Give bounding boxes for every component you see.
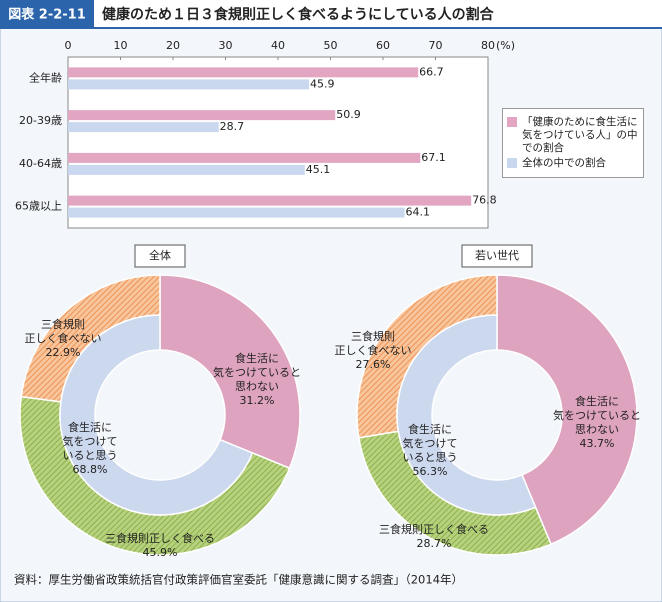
donut-segment bbox=[496, 274, 638, 546]
x-unit: (%) bbox=[496, 39, 515, 52]
segment-label: 気をつけていると bbox=[213, 365, 301, 379]
segment-label: 思わない bbox=[575, 423, 619, 436]
segment-label: 三食規則 bbox=[351, 329, 395, 343]
segment-label: 正しく食べない bbox=[25, 331, 102, 345]
x-tick-label: 60 bbox=[376, 39, 390, 52]
donut-title-box bbox=[461, 244, 533, 268]
x-tick-label: 0 bbox=[65, 39, 72, 52]
segment-value-label: 22.9% bbox=[46, 346, 81, 359]
donut-segment bbox=[159, 274, 301, 470]
category-label: 40-64歳 bbox=[19, 157, 62, 170]
segment-value-label: 56.3% bbox=[413, 465, 448, 478]
header-tag-bg bbox=[0, 0, 94, 28]
bar bbox=[68, 122, 219, 133]
legend-item: 全体の中での割合 bbox=[507, 157, 639, 170]
segment-label: 食生活に bbox=[235, 351, 279, 365]
value-label: 76.8 bbox=[472, 194, 497, 207]
segment-label: 三食規則正しく食べる bbox=[105, 531, 215, 545]
legend-swatch bbox=[507, 158, 517, 168]
category-label: 65歳以上 bbox=[15, 200, 62, 213]
x-tick-label: 80 bbox=[481, 39, 495, 52]
segment-label: 正しく食べない bbox=[335, 343, 412, 357]
segment-label: 思わない bbox=[235, 380, 279, 393]
segment-label: いると思う bbox=[63, 449, 118, 462]
donut-title-box bbox=[134, 244, 186, 268]
legend-label: 全体の中での割合 bbox=[522, 157, 606, 169]
donut-segment bbox=[59, 314, 254, 516]
value-label: 50.9 bbox=[336, 108, 361, 121]
legend-swatch bbox=[507, 117, 517, 127]
bar bbox=[68, 67, 419, 78]
bar bbox=[68, 195, 472, 206]
segment-label: 気をつけて bbox=[403, 436, 458, 450]
segment-label: 三食規則 bbox=[41, 317, 85, 331]
segment-value-label: 45.9% bbox=[143, 546, 178, 559]
segment-label: 気をつけて bbox=[63, 434, 118, 448]
source: 資料：厚生労働省政策統括官付政策評価官室委託「健康意識に関する調査」（2014年… bbox=[14, 573, 463, 587]
bar bbox=[68, 79, 309, 90]
header-tag: 図表 2-2-11 bbox=[8, 7, 86, 23]
donut-segment bbox=[396, 314, 537, 516]
bar bbox=[68, 152, 421, 163]
segment-value-label: 31.2% bbox=[240, 394, 275, 407]
x-tick-label: 40 bbox=[271, 39, 285, 52]
segment-value-label: 28.7% bbox=[417, 537, 452, 550]
value-label: 45.9 bbox=[310, 77, 335, 90]
value-label: 45.1 bbox=[306, 163, 331, 176]
bar bbox=[68, 207, 405, 218]
segment-value-label: 68.8% bbox=[73, 463, 108, 476]
donut-title: 若い世代 bbox=[475, 249, 519, 262]
value-label: 67.1 bbox=[421, 151, 446, 164]
segment-label: 食生活に bbox=[68, 420, 112, 434]
x-tick-label: 50 bbox=[324, 39, 338, 52]
value-label: 66.7 bbox=[419, 65, 444, 78]
legend: 「健康のために食生活に気をつけている人」の中での割合全体の中での割合 bbox=[502, 108, 644, 178]
legend-label: 「健康のために食生活に気をつけている人」の中での割合 bbox=[522, 116, 638, 154]
segment-label: 食生活に bbox=[575, 394, 619, 408]
category-label: 20-39歳 bbox=[19, 114, 62, 127]
value-label: 28.7 bbox=[220, 120, 245, 133]
segment-label: いると思う bbox=[403, 451, 458, 464]
segment-label: 気をつけていると bbox=[553, 408, 641, 422]
value-label: 64.1 bbox=[406, 206, 431, 219]
x-tick-label: 30 bbox=[219, 39, 233, 52]
header-title: 健康のため１日３食規則正しく食べるようにしている人の割合 bbox=[102, 6, 495, 23]
segment-value-label: 43.7% bbox=[580, 437, 615, 450]
bar bbox=[68, 164, 305, 175]
x-tick-label: 10 bbox=[114, 39, 128, 52]
x-tick-label: 20 bbox=[166, 39, 180, 52]
donut-title: 全体 bbox=[149, 248, 171, 262]
x-tick-label: 70 bbox=[429, 39, 443, 52]
header-bg bbox=[0, 0, 662, 28]
segment-label: 三食規則正しく食べる bbox=[379, 522, 489, 536]
category-label: 全年齢 bbox=[29, 70, 62, 84]
segment-label: 食生活に bbox=[408, 422, 452, 436]
legend-item: 「健康のために食生活に気をつけている人」の中での割合 bbox=[507, 116, 639, 155]
bar bbox=[68, 110, 336, 121]
segment-value-label: 27.6% bbox=[356, 358, 391, 371]
